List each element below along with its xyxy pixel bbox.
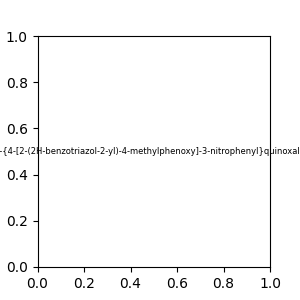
Text: 2-{4-[2-(2H-benzotriazol-2-yl)-4-methylphenoxy]-3-nitrophenyl}quinoxaline: 2-{4-[2-(2H-benzotriazol-2-yl)-4-methylp…: [0, 147, 300, 156]
